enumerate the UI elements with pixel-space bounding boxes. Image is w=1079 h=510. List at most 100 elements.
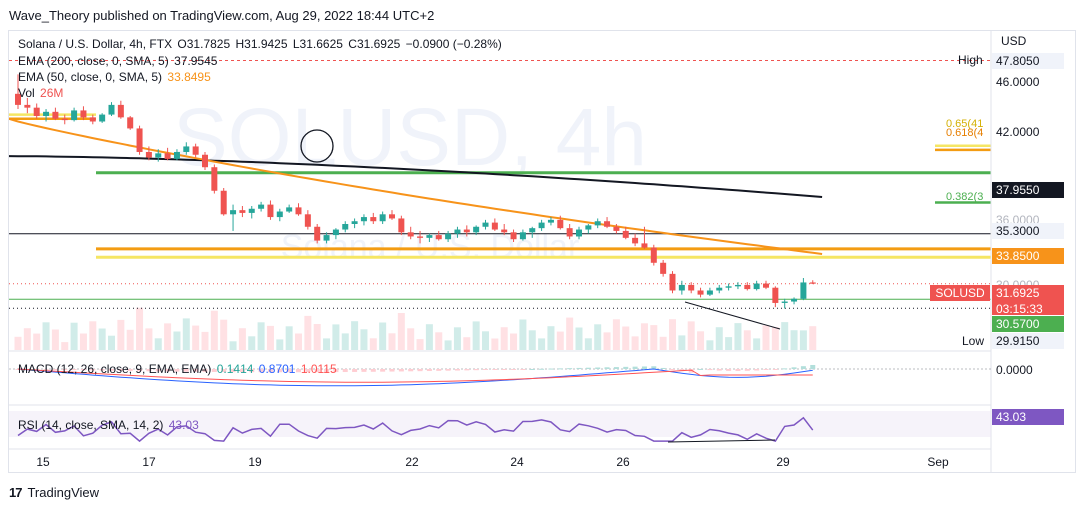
candle — [791, 297, 798, 305]
trendline-divergence[interactable] — [684, 301, 781, 330]
watermark-name: Solana / U.S. Dollar — [281, 228, 580, 266]
volume-bar — [715, 327, 723, 350]
macd-histogram-bar — [137, 369, 143, 372]
rsi-line — [17, 416, 814, 443]
legend-ema50[interactable]: EMA (50, close, 0, SMA, 5) 33.8495 — [18, 70, 211, 84]
legend-rsi[interactable]: RSI (14, close, SMA, 14, 2) 43.03 — [18, 418, 199, 432]
candle — [435, 230, 442, 241]
volume-bar — [276, 339, 284, 350]
volume-bar — [519, 319, 527, 350]
volume-bar — [612, 319, 620, 350]
volume-bar — [538, 338, 546, 350]
macd-histogram-bar — [716, 369, 722, 371]
candle — [398, 215, 405, 236]
volume-bar — [734, 323, 742, 350]
candle — [772, 286, 779, 308]
macd-signal-value: 1.0115 — [300, 362, 337, 376]
symbol-label: Solana / U.S. Dollar, 4h, FTX — [18, 37, 173, 51]
candle — [145, 146, 152, 161]
macd-histogram-bar — [726, 369, 732, 371]
candle-body — [669, 273, 676, 291]
time-axis-label: 17 — [142, 455, 156, 469]
ohlc-open: O31.7825 — [177, 37, 231, 51]
volume-bar — [762, 325, 770, 350]
ema50-label: EMA (50, close, 0, SMA, 5) — [18, 70, 163, 84]
time-axis-label: Sep — [927, 455, 949, 469]
candle-body — [734, 284, 741, 287]
macd-histogram-bar — [595, 367, 601, 369]
candle — [127, 115, 134, 130]
candle — [295, 203, 302, 216]
legend-volume[interactable]: Vol 26M — [18, 86, 63, 100]
candle-body — [529, 228, 536, 233]
volume-bar — [453, 327, 461, 350]
macd-histogram-bar — [698, 368, 704, 370]
volume-bar — [790, 330, 798, 350]
macd-histogram-bar — [90, 369, 96, 371]
volume-bar — [23, 328, 31, 350]
candle-body — [304, 214, 311, 227]
candle-body — [632, 237, 639, 244]
ohlc-high: H31.9425 — [235, 37, 288, 51]
macd-histogram-bar — [62, 369, 68, 370]
candle-body — [99, 114, 106, 122]
candle-body — [295, 207, 302, 215]
ema50-value: 33.8495 — [167, 70, 211, 84]
macd-histogram-bar — [127, 369, 133, 371]
macd-histogram-bar — [557, 368, 563, 370]
volume-bar — [743, 330, 751, 350]
fib-label-065: 0.65(41 — [946, 118, 983, 130]
candle-body — [510, 232, 517, 240]
candle — [52, 107, 59, 121]
chart-frame[interactable] — [8, 30, 1076, 473]
volume-bar — [229, 341, 237, 350]
time-axis-label: 26 — [616, 455, 630, 469]
footer-brand[interactable]: 17 TradingView — [9, 485, 99, 500]
candle-body — [323, 235, 330, 241]
macd-histogram-bar — [763, 369, 769, 370]
time-axis-label: 24 — [510, 455, 524, 469]
candle-body — [220, 190, 227, 215]
annotation-circle[interactable] — [300, 129, 334, 163]
bar-countdown: 03:15:33 — [996, 302, 1043, 316]
volume-bar — [201, 331, 209, 350]
candle — [24, 97, 31, 114]
volume-bar — [547, 326, 555, 350]
macd-histogram-bar — [492, 369, 498, 370]
candle — [744, 282, 751, 291]
macd-histogram-bar — [473, 369, 479, 371]
volume-bar — [584, 338, 592, 350]
candle — [80, 106, 87, 121]
macd-histogram-bar — [483, 369, 488, 370]
time-axis-label: 19 — [248, 455, 262, 469]
candle-body — [604, 221, 611, 227]
macd-histogram-bar — [333, 369, 339, 373]
macd-histogram-bar — [71, 369, 77, 371]
time-axis-label: 29 — [776, 455, 790, 469]
volume-bar — [463, 337, 471, 350]
macd-histogram-bar — [529, 368, 535, 370]
macd-histogram-bar — [660, 367, 666, 369]
candle — [800, 278, 807, 301]
candle — [641, 226, 648, 249]
volume-bar — [341, 333, 349, 350]
candle-body — [360, 217, 367, 222]
candle-body — [267, 204, 274, 218]
volume-bar — [388, 333, 396, 350]
legend-ema200[interactable]: EMA (200, close, 0, SMA, 5) 37.9545 — [18, 54, 217, 68]
macd-histogram-bar — [539, 368, 545, 370]
ohlc-low: L31.6625 — [292, 37, 343, 51]
currency-label: USD — [1001, 34, 1027, 48]
macd-histogram-bar — [445, 369, 451, 371]
time-axis-label: 15 — [36, 455, 50, 469]
macd-histogram-bar — [810, 364, 816, 369]
macd-histogram-bar — [109, 369, 114, 371]
legend-macd[interactable]: MACD (12, 26, close, 9, EMA, EMA) 0.1414… — [18, 362, 337, 376]
candle-body — [164, 153, 171, 159]
candle-body — [800, 282, 807, 299]
macd-histogram-bar — [688, 369, 694, 373]
candle-body — [389, 214, 395, 219]
volume-bar — [556, 331, 564, 350]
volume-bar — [566, 317, 574, 350]
